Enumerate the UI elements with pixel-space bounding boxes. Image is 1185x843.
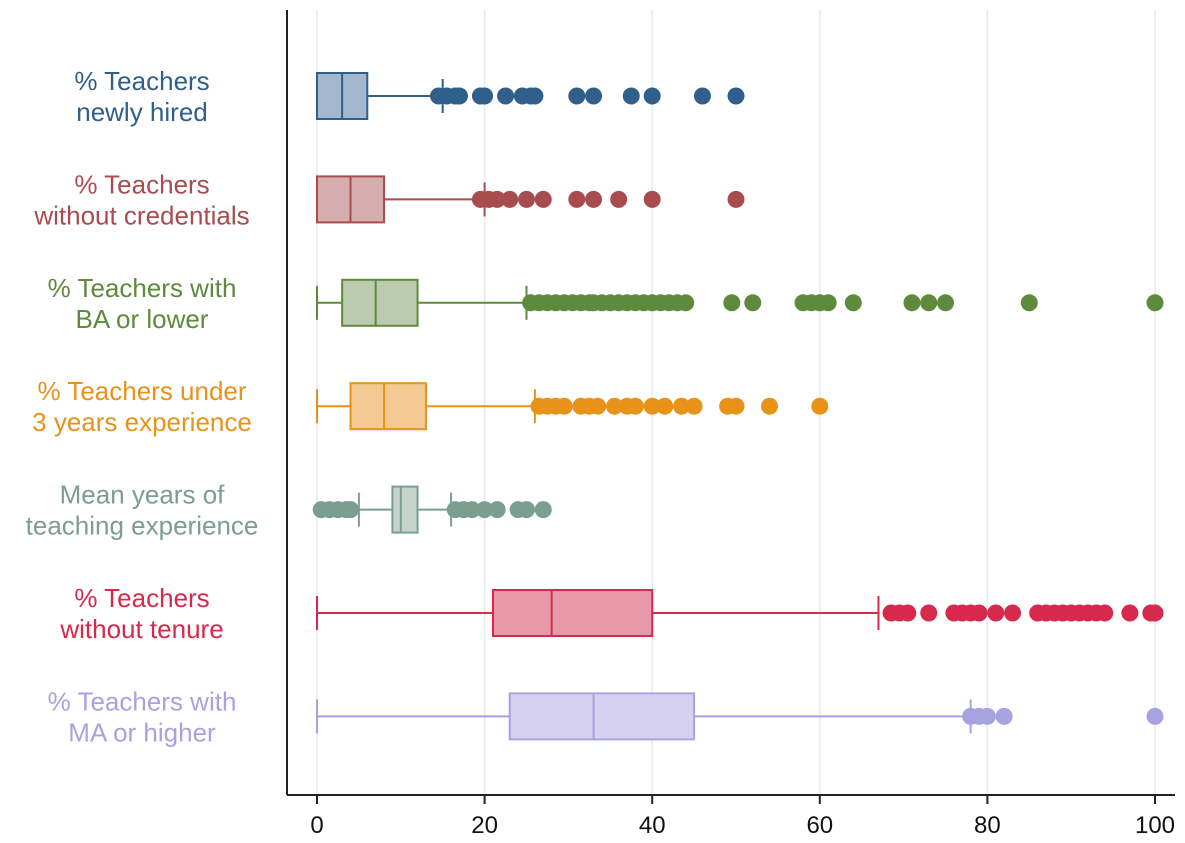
outlier-point bbox=[589, 397, 607, 415]
outlier-point bbox=[937, 294, 954, 312]
outlier-point bbox=[450, 87, 468, 105]
outlier-point bbox=[643, 397, 661, 415]
outlier-point bbox=[844, 294, 862, 312]
outlier-point bbox=[568, 87, 586, 105]
outlier-point bbox=[995, 707, 1013, 725]
outlier-point bbox=[605, 397, 623, 415]
outlier-point bbox=[903, 294, 921, 312]
outlier-point bbox=[342, 501, 360, 519]
iqr-box bbox=[341, 278, 419, 327]
outlier-point bbox=[622, 87, 640, 105]
outlier-point bbox=[978, 707, 996, 725]
x-tick-label: 80 bbox=[974, 812, 1001, 839]
outlier-point bbox=[643, 87, 661, 105]
outlier-point bbox=[693, 87, 711, 105]
outlier-point bbox=[761, 397, 779, 415]
category-label: Mean years of bbox=[60, 480, 226, 510]
outlier-point bbox=[501, 190, 519, 208]
x-tick-label: 40 bbox=[639, 812, 666, 839]
outlier-point bbox=[610, 190, 628, 208]
category-label: teaching experience bbox=[26, 511, 259, 541]
category-label: % Teachers with bbox=[48, 273, 237, 303]
outlier-point bbox=[534, 190, 552, 208]
outlier-point bbox=[1096, 604, 1114, 622]
outlier-point bbox=[899, 604, 917, 622]
outlier-point bbox=[534, 501, 552, 519]
outlier-point bbox=[555, 397, 573, 415]
outlier-point bbox=[1146, 707, 1164, 725]
outlier-point bbox=[626, 397, 644, 415]
category-label: 3 years experience bbox=[32, 407, 252, 437]
outlier-point bbox=[568, 190, 586, 208]
outlier-point bbox=[463, 501, 481, 519]
outlier-point bbox=[518, 501, 535, 519]
category-label: without tenure bbox=[59, 614, 223, 644]
x-tick-label: 60 bbox=[806, 812, 833, 839]
outlier-point bbox=[526, 87, 544, 105]
outlier-point bbox=[744, 294, 762, 312]
x-tick-label: 0 bbox=[310, 812, 323, 839]
outlier-point bbox=[488, 190, 506, 208]
outlier-point bbox=[920, 294, 938, 312]
outlier-point bbox=[920, 604, 938, 622]
category-label: % Teachers with bbox=[48, 686, 237, 716]
outlier-point bbox=[1004, 604, 1022, 622]
category-label: % Teachers under bbox=[37, 376, 246, 406]
category-label: without credentials bbox=[33, 200, 249, 230]
outlier-point bbox=[970, 604, 988, 622]
outlier-point bbox=[987, 604, 1005, 622]
outlier-point bbox=[685, 397, 703, 415]
iqr-box bbox=[491, 589, 654, 637]
iqr-box bbox=[391, 485, 419, 534]
iqr-box bbox=[508, 692, 696, 741]
outlier-point bbox=[1020, 294, 1038, 312]
category-label: % Teachers bbox=[74, 583, 209, 613]
outlier-point bbox=[585, 87, 603, 105]
category-label: newly hired bbox=[76, 97, 208, 127]
x-tick-label: 100 bbox=[1135, 812, 1175, 839]
category-label: % Teachers bbox=[74, 66, 209, 96]
outlier-point bbox=[476, 501, 494, 519]
outlier-point bbox=[727, 397, 745, 415]
iqr-box bbox=[349, 382, 427, 431]
outlier-point bbox=[723, 294, 741, 312]
outlier-point bbox=[1146, 604, 1164, 622]
outlier-point bbox=[497, 87, 515, 105]
category-label: % Teachers bbox=[74, 169, 209, 199]
outlier-point bbox=[585, 190, 603, 208]
outlier-point bbox=[819, 294, 837, 312]
x-tick-label: 20 bbox=[471, 812, 498, 839]
outlier-point bbox=[488, 501, 506, 519]
outlier-point bbox=[673, 397, 691, 415]
outlier-point bbox=[643, 190, 661, 208]
outlier-point bbox=[476, 87, 494, 105]
outlier-point bbox=[811, 397, 829, 415]
outlier-point bbox=[677, 294, 695, 312]
outlier-point bbox=[727, 87, 745, 105]
outlier-point bbox=[1121, 604, 1139, 622]
outlier-point bbox=[518, 190, 535, 208]
outlier-point bbox=[656, 397, 674, 415]
outlier-point bbox=[1146, 294, 1164, 312]
category-label: BA or lower bbox=[76, 304, 209, 334]
category-label: MA or higher bbox=[68, 717, 216, 747]
outlier-point bbox=[727, 190, 745, 208]
